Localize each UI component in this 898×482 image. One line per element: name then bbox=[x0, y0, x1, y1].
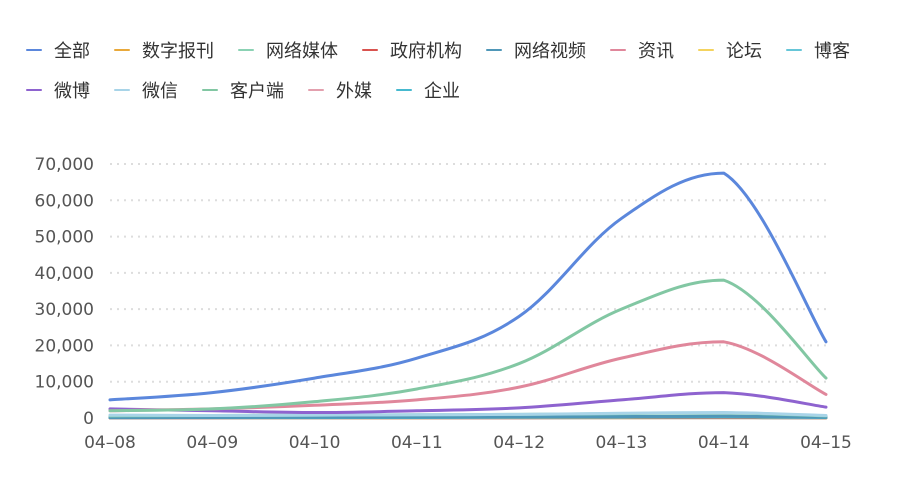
legend-item[interactable]: 外媒 bbox=[308, 77, 372, 103]
legend-swatch bbox=[238, 49, 254, 51]
x-tick-label: 04–08 bbox=[84, 433, 136, 453]
y-tick-label: 70,000 bbox=[35, 155, 94, 175]
legend-item[interactable]: 全部 bbox=[26, 37, 90, 63]
series-line[interactable] bbox=[108, 414, 828, 420]
legend-swatch bbox=[698, 49, 714, 51]
legend-swatch bbox=[202, 89, 218, 91]
series-line[interactable] bbox=[108, 340, 828, 413]
legend-item[interactable]: 企业 bbox=[396, 77, 460, 103]
legend-swatch bbox=[26, 89, 42, 91]
legend-swatch bbox=[308, 89, 324, 91]
x-tick-label: 04–11 bbox=[391, 433, 443, 453]
legend-label: 客户端 bbox=[230, 81, 284, 102]
x-tick-label: 04–15 bbox=[800, 433, 852, 453]
legend-label: 全部 bbox=[54, 41, 90, 62]
y-tick-label: 40,000 bbox=[35, 264, 94, 284]
legend-row: 全部 数字报刊 网络媒体 政府机构 网络视频 资讯 论坛 博客 bbox=[26, 30, 886, 70]
legend-item[interactable]: 微信 bbox=[114, 77, 178, 103]
legend-item[interactable]: 数字报刊 bbox=[114, 37, 214, 63]
x-tick-label: 04–14 bbox=[698, 433, 750, 453]
series-line[interactable] bbox=[108, 391, 828, 415]
legend-swatch bbox=[486, 49, 502, 51]
legend-item[interactable]: 微博 bbox=[26, 77, 90, 103]
legend-swatch bbox=[786, 49, 802, 51]
legend-swatch bbox=[114, 49, 130, 51]
series-line[interactable] bbox=[108, 278, 828, 413]
x-tick-label: 04–13 bbox=[596, 433, 648, 453]
legend-label: 数字报刊 bbox=[142, 41, 214, 62]
legend-label: 网络视频 bbox=[514, 41, 586, 62]
legend-label: 微博 bbox=[54, 81, 90, 102]
legend-label: 外媒 bbox=[336, 81, 372, 102]
legend-label: 论坛 bbox=[726, 41, 762, 62]
x-tick-label: 04–12 bbox=[493, 433, 545, 453]
series-line[interactable] bbox=[108, 411, 828, 417]
y-tick-label: 60,000 bbox=[35, 191, 94, 211]
legend-label: 企业 bbox=[424, 81, 460, 102]
legend-label: 网络媒体 bbox=[266, 41, 338, 62]
y-tick-label: 30,000 bbox=[35, 300, 94, 320]
legend-label: 资讯 bbox=[638, 41, 674, 62]
legend-swatch bbox=[114, 89, 130, 91]
x-tick-label: 04–09 bbox=[186, 433, 238, 453]
y-tick-label: 10,000 bbox=[35, 373, 94, 393]
legend-item[interactable]: 网络媒体 bbox=[238, 37, 338, 63]
legend-label: 微信 bbox=[142, 81, 178, 102]
y-tick-label: 0 bbox=[83, 409, 94, 429]
series-line[interactable] bbox=[108, 171, 828, 402]
chart-legend: 全部 数字报刊 网络媒体 政府机构 网络视频 资讯 论坛 博客微博 微信 客户端 外媒 企业 bbox=[26, 30, 886, 110]
legend-swatch bbox=[396, 89, 412, 91]
x-tick-label: 04–10 bbox=[289, 433, 341, 453]
legend-swatch bbox=[362, 49, 378, 51]
legend-row: 微博 微信 客户端 外媒 企业 bbox=[26, 70, 886, 110]
legend-item[interactable]: 客户端 bbox=[202, 77, 284, 103]
legend-swatch bbox=[26, 49, 42, 51]
legend-item[interactable]: 博客 bbox=[786, 37, 850, 63]
legend-label: 博客 bbox=[814, 41, 850, 62]
legend-item[interactable]: 网络视频 bbox=[486, 37, 586, 63]
legend-item[interactable]: 论坛 bbox=[698, 37, 762, 63]
legend-swatch bbox=[610, 49, 626, 51]
y-tick-label: 20,000 bbox=[35, 336, 94, 356]
y-tick-label: 50,000 bbox=[35, 228, 94, 248]
legend-item[interactable]: 政府机构 bbox=[362, 37, 462, 63]
legend-item[interactable]: 资讯 bbox=[610, 37, 674, 63]
legend-label: 政府机构 bbox=[390, 41, 462, 62]
